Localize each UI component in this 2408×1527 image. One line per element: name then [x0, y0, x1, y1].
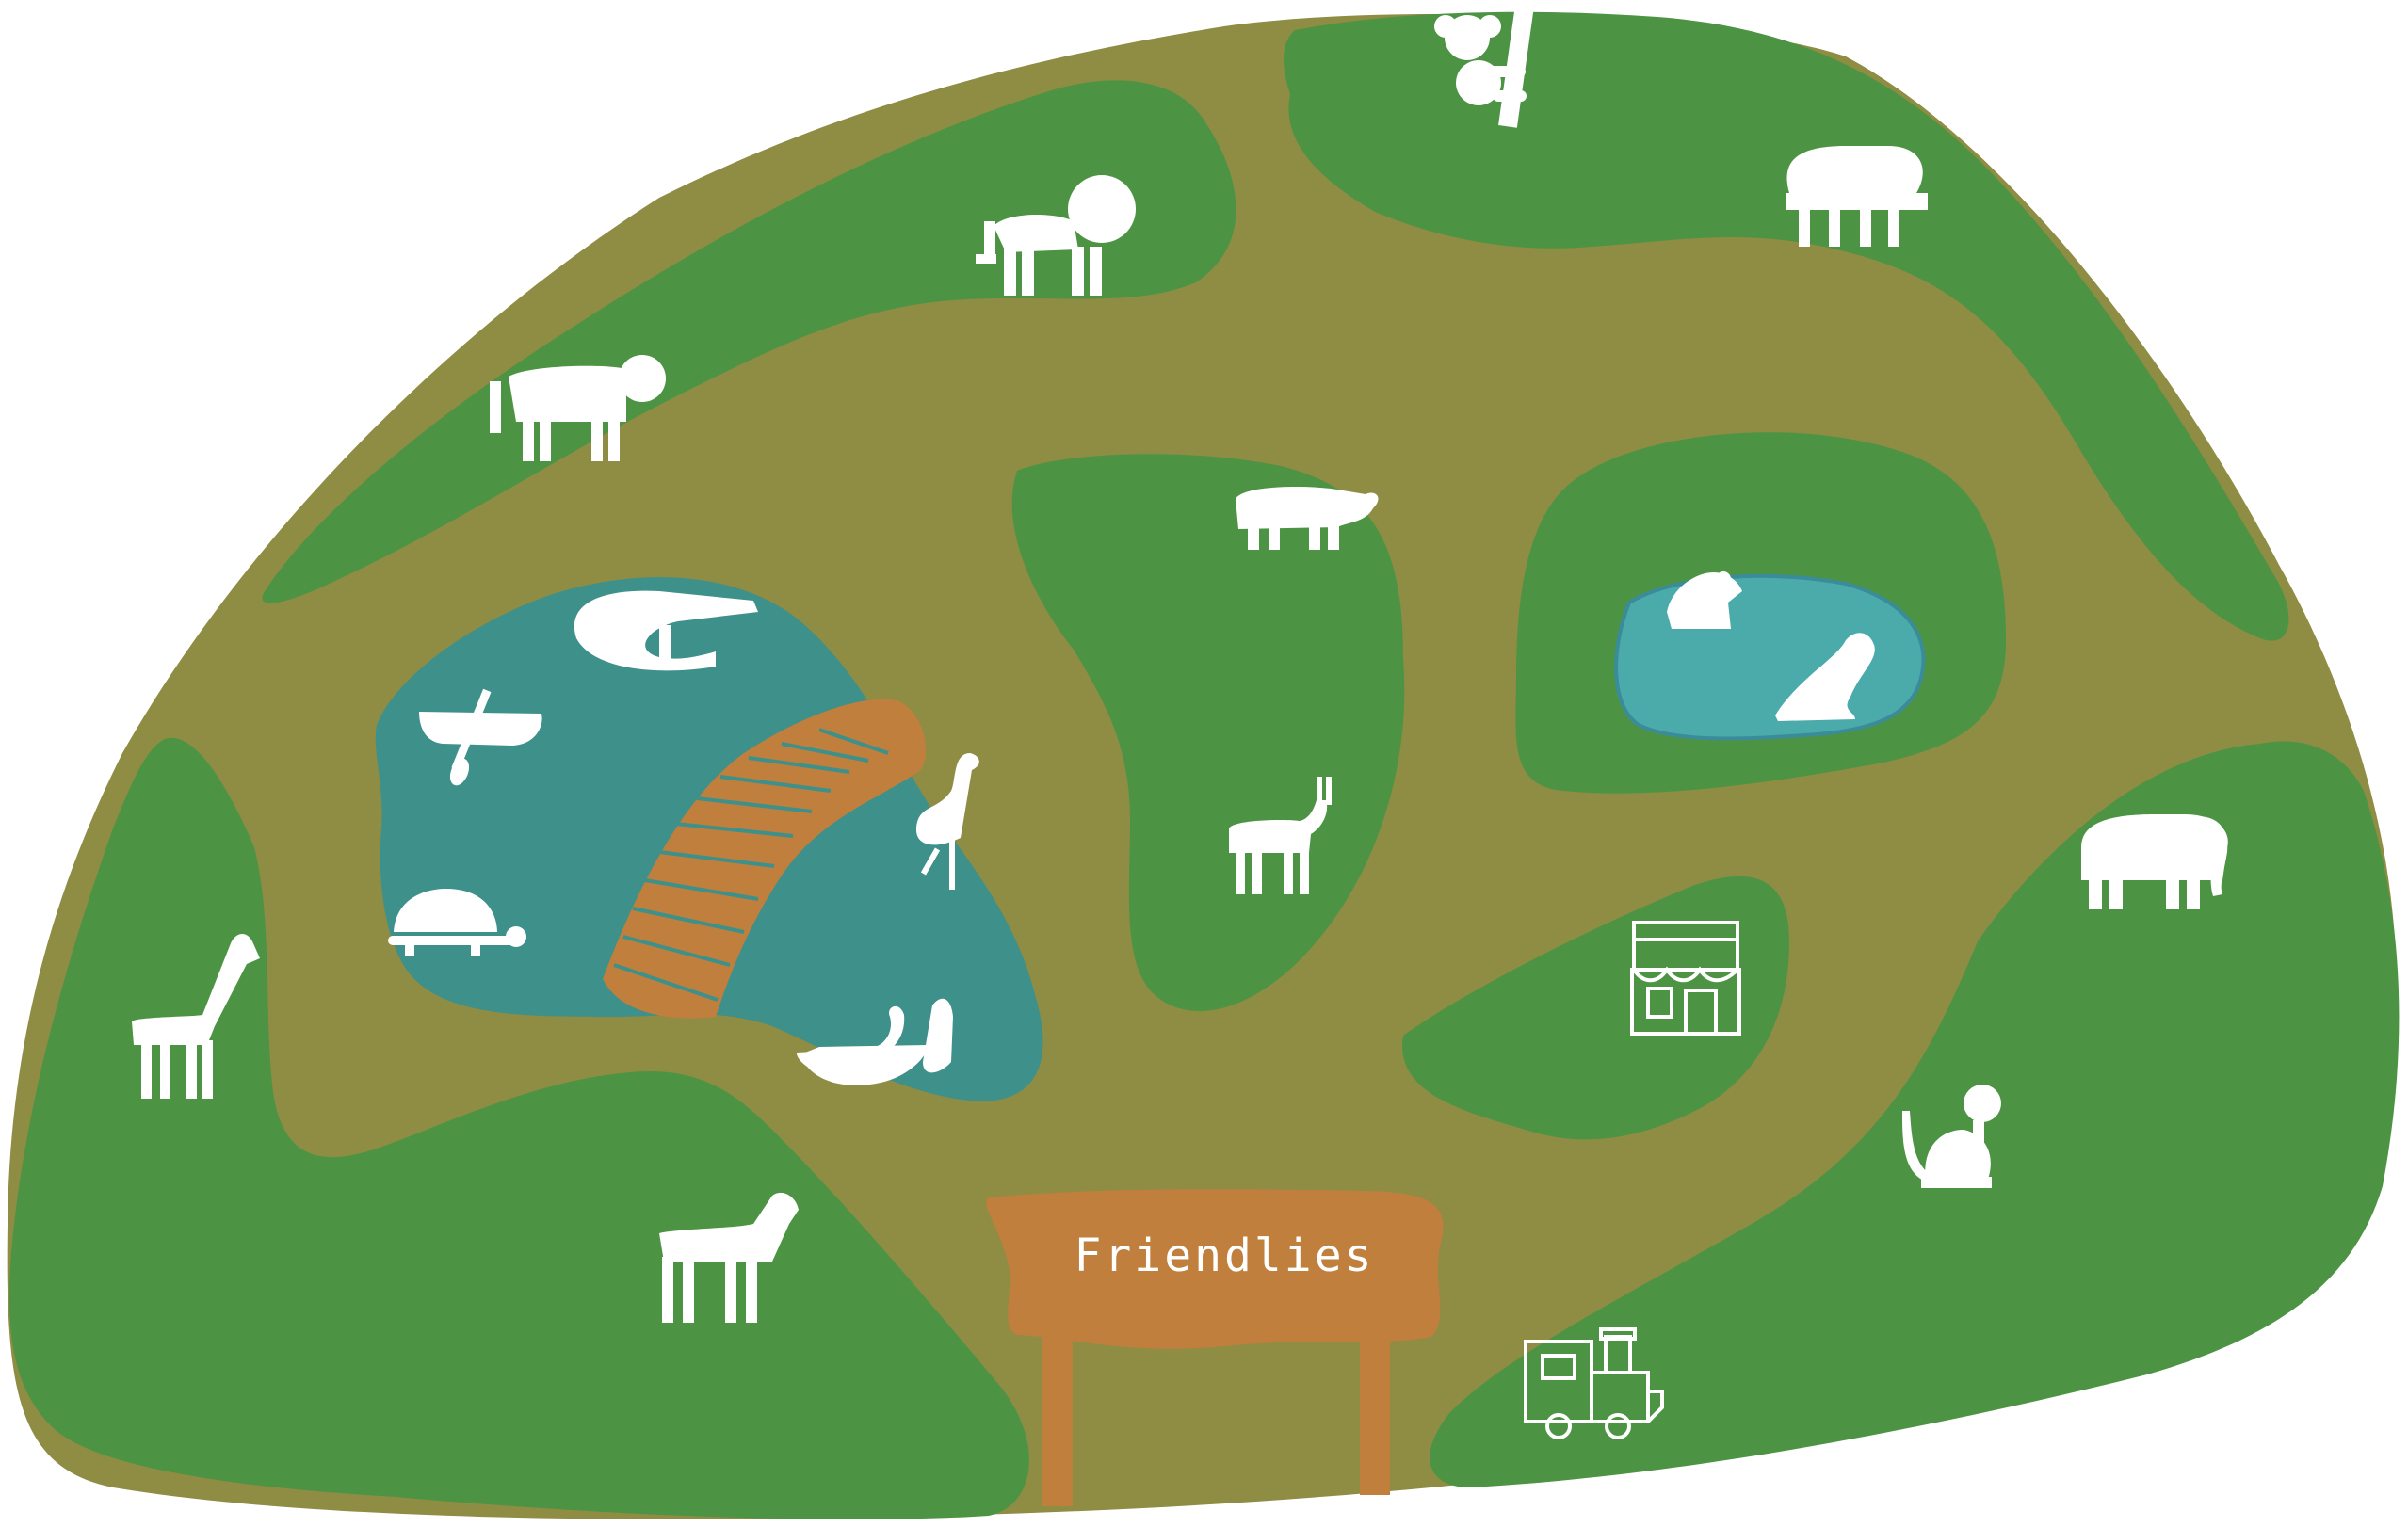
- sign-board: [986, 1189, 1444, 1349]
- zebra-icon[interactable]: [659, 1192, 799, 1323]
- grass-east: [1430, 741, 2400, 1487]
- antelope-icon[interactable]: [1229, 777, 1332, 894]
- crocodile-icon[interactable]: [574, 590, 758, 671]
- grass-shop-island: [1402, 876, 1789, 1140]
- train-icon[interactable]: [1524, 1327, 1664, 1439]
- canoe-icon[interactable]: [419, 688, 542, 789]
- giraffe-icon[interactable]: [132, 933, 260, 1099]
- sign-post-right: [1360, 1318, 1390, 1495]
- elephant-icon[interactable]: [2081, 814, 2228, 909]
- swan-icon[interactable]: [796, 998, 953, 1085]
- grass-north: [262, 80, 1236, 603]
- sign-label: Friendlies: [1075, 1230, 1375, 1282]
- pond: [1614, 573, 1926, 741]
- koala-icon[interactable]: [1434, 8, 1534, 128]
- lion-icon[interactable]: [976, 175, 1136, 296]
- sloth-icon[interactable]: [1786, 146, 1928, 247]
- bridge: [603, 699, 927, 1019]
- frog-icon[interactable]: [1667, 571, 1742, 629]
- grass-west: [8, 737, 1029, 1519]
- flamingo-icon[interactable]: [915, 753, 979, 890]
- hippo-icon[interactable]: [1236, 487, 1379, 550]
- seal-icon[interactable]: [1775, 633, 1875, 721]
- tiger-icon[interactable]: [490, 355, 666, 461]
- shop-icon[interactable]: [1630, 921, 1741, 1036]
- monkey-icon[interactable]: [1902, 1085, 2001, 1188]
- entrance-sign: Friendlies: [986, 1189, 1444, 1506]
- grass-top-right: [1284, 11, 2289, 641]
- sign-post-left: [1042, 1318, 1073, 1506]
- bridge-planks: [613, 728, 889, 1002]
- turtle-icon[interactable]: [388, 889, 526, 956]
